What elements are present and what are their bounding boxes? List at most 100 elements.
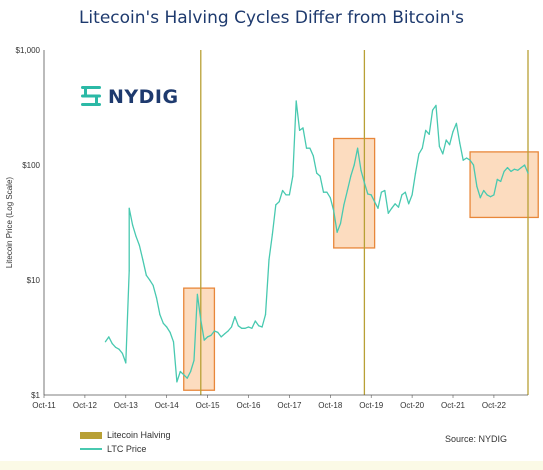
data-point-12 <box>138 244 140 246</box>
data-point-82 <box>377 207 379 209</box>
data-point-28 <box>193 359 195 361</box>
legend-swatch-ltc-price <box>80 448 102 450</box>
data-point-70 <box>336 231 338 233</box>
data-point-37 <box>224 333 226 335</box>
x-tick-label: Oct-16 <box>236 401 261 410</box>
data-point-83 <box>380 191 382 193</box>
data-point-43 <box>244 327 246 329</box>
data-point-124 <box>520 167 522 169</box>
data-point-51 <box>271 233 273 235</box>
data-point-29 <box>196 293 198 295</box>
data-point-126 <box>527 172 529 174</box>
data-point-89 <box>401 194 403 196</box>
series-line-ltc-price <box>104 100 529 383</box>
x-tick-label: Oct-11 <box>32 401 56 410</box>
data-point-125 <box>524 164 526 166</box>
data-point-85 <box>387 212 389 214</box>
data-point-61 <box>305 147 308 149</box>
data-point-17 <box>155 297 158 299</box>
data-point-49 <box>264 314 267 316</box>
footer-strip <box>0 461 543 470</box>
data-point-93 <box>414 172 417 174</box>
data-point-96 <box>425 129 427 131</box>
data-point-123 <box>517 169 519 171</box>
data-point-98 <box>432 109 434 111</box>
data-point-100 <box>438 145 440 147</box>
x-tick-label: Oct-17 <box>277 401 302 410</box>
highlight-box-2 <box>333 137 376 249</box>
data-point-2 <box>108 336 110 338</box>
chart-title: Litecoin's Halving Cycles Differ from Bi… <box>78 8 465 28</box>
data-point-39 <box>230 326 233 328</box>
data-point-53 <box>278 201 280 203</box>
data-point-119 <box>503 170 505 172</box>
data-point-18 <box>159 314 161 316</box>
data-point-63 <box>312 155 314 157</box>
data-point-50 <box>268 259 270 261</box>
data-point-27 <box>190 370 192 373</box>
data-point-38 <box>227 330 229 332</box>
data-point-47 <box>258 325 260 327</box>
data-point-104 <box>452 131 454 133</box>
y-tick-label: $1,000 <box>16 46 41 55</box>
data-point-92 <box>411 194 413 196</box>
data-point-77 <box>360 169 362 171</box>
data-point-79 <box>367 193 369 195</box>
data-point-33 <box>210 334 212 336</box>
data-point-6 <box>121 352 123 354</box>
data-point-76 <box>357 147 359 149</box>
data-point-99 <box>435 104 437 106</box>
data-point-81 <box>374 201 376 203</box>
data-point-115 <box>489 196 492 198</box>
data-point-30 <box>200 319 202 321</box>
data-point-41 <box>237 325 239 327</box>
data-point-74 <box>350 175 352 177</box>
data-point-10 <box>132 224 134 226</box>
data-point-3 <box>111 343 113 345</box>
nydig-logo-icon <box>81 86 101 106</box>
data-point-95 <box>421 147 423 149</box>
data-point-120 <box>506 167 509 169</box>
data-point-116 <box>493 194 495 196</box>
x-tick-label: Oct-15 <box>196 401 221 410</box>
data-point-14 <box>145 274 147 276</box>
data-point-36 <box>220 336 222 338</box>
data-point-59 <box>299 129 301 131</box>
x-tick-label: Oct-22 <box>482 401 507 410</box>
data-point-15 <box>149 279 151 281</box>
data-point-88 <box>397 206 400 208</box>
data-point-114 <box>486 194 488 196</box>
data-point-64 <box>316 172 318 174</box>
x-tick-label: Oct-14 <box>155 401 180 410</box>
data-point-75 <box>353 164 355 166</box>
data-point-68 <box>329 197 331 199</box>
data-point-9 <box>128 207 130 209</box>
data-point-101 <box>442 153 444 155</box>
data-point-22 <box>172 341 175 343</box>
data-point-103 <box>449 144 451 146</box>
x-tick-label: Oct-19 <box>359 401 384 410</box>
data-point-34 <box>213 330 215 332</box>
data-point-65 <box>319 175 321 177</box>
data-point-117 <box>496 178 498 180</box>
legend-label-ltc-price: LTC Price <box>107 444 147 454</box>
data-point-19 <box>162 322 164 324</box>
data-point-40 <box>234 316 236 318</box>
data-point-102 <box>445 139 447 141</box>
data-point-66 <box>322 191 325 193</box>
data-point-48 <box>261 326 263 328</box>
data-point-60 <box>302 127 304 129</box>
data-point-16 <box>152 284 154 286</box>
y-tick-label: $100 <box>22 161 40 170</box>
data-point-44 <box>247 326 250 328</box>
legend-item-halving: Litecoin Halving <box>80 428 171 442</box>
data-point-90 <box>404 191 406 193</box>
data-point-105 <box>455 122 457 124</box>
data-point-45 <box>251 327 253 329</box>
data-point-113 <box>483 189 485 192</box>
data-point-78 <box>363 182 365 184</box>
legend-swatch-halving <box>80 431 102 439</box>
data-point-112 <box>479 197 481 199</box>
data-point-87 <box>394 203 396 205</box>
